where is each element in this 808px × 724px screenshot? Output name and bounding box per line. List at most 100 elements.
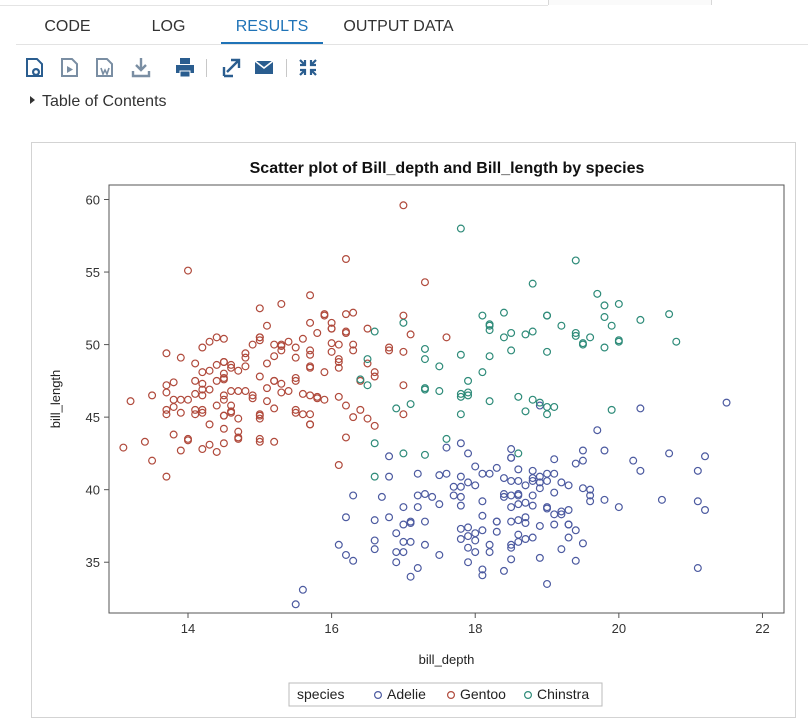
scatter-point-chinstra [478, 368, 487, 377]
scatter-point-chinstra [600, 313, 609, 322]
scatter-point-adelie [629, 456, 638, 465]
scatter-point-chinstra [442, 434, 451, 443]
scatter-point-chinstra [607, 321, 616, 330]
scatter-point-gentoo [291, 353, 300, 362]
scatter-point-gentoo [212, 376, 221, 385]
open-word-icon[interactable] [94, 55, 116, 79]
open-new-window-icon[interactable] [220, 55, 242, 79]
scatter-point-chinstra [636, 315, 645, 324]
scatter-point-adelie [449, 491, 458, 500]
scatter-point-adelie [550, 488, 559, 497]
x-tick-label: 20 [612, 621, 626, 636]
scatter-point-gentoo [219, 358, 228, 367]
scatter-point-adelie [420, 540, 429, 549]
scatter-point-gentoo [227, 408, 236, 417]
scatter-point-chinstra [586, 333, 595, 342]
scatter-point-adelie [507, 503, 516, 512]
scatter-point-chinstra [499, 308, 508, 317]
collapse-icon[interactable] [297, 55, 319, 79]
scatter-point-adelie [435, 471, 444, 480]
scatter-point-gentoo [205, 440, 214, 449]
scatter-point-adelie [478, 526, 487, 535]
scatter-point-gentoo [162, 405, 171, 414]
scatter-point-adelie [507, 543, 516, 552]
download-icon[interactable] [130, 55, 152, 79]
scatter-point-adelie [399, 520, 408, 529]
scatter-point-adelie [471, 529, 480, 538]
print-icon[interactable] [174, 55, 196, 79]
email-icon[interactable] [253, 55, 275, 79]
scatter-point-gentoo [140, 437, 149, 446]
scatter-point-gentoo [176, 446, 185, 455]
open-html-icon[interactable] [24, 55, 46, 79]
scatter-point-adelie [464, 523, 473, 532]
scatter-point-gentoo [349, 346, 358, 355]
scatter-point-gentoo [385, 343, 394, 352]
scatter-point-adelie [413, 503, 422, 512]
scatter-point-adelie [377, 492, 386, 501]
scatter-point-gentoo [262, 359, 271, 368]
scatter-point-gentoo [255, 336, 264, 345]
scatter-point-gentoo [205, 337, 214, 346]
scatter-point-adelie [442, 443, 451, 452]
scatter-point-adelie [693, 564, 702, 573]
scatter-point-adelie [435, 550, 444, 559]
y-tick-label: 35 [86, 555, 100, 570]
scatter-point-adelie [521, 535, 530, 544]
scatter-point-adelie [406, 572, 415, 581]
scatter-point-gentoo [169, 430, 178, 439]
scatter-point-adelie [478, 565, 487, 574]
tab-log[interactable]: LOG [151, 18, 186, 35]
scatter-point-gentoo [191, 405, 200, 414]
scatter-point-adelie [385, 452, 394, 461]
scatter-point-chinstra [406, 400, 415, 409]
scatter-point-adelie [564, 481, 573, 490]
scatter-point-chinstra [600, 343, 609, 352]
scatter-point-chinstra [478, 311, 487, 320]
scatter-point-chinstra [528, 395, 537, 404]
scatter-point-chinstra [435, 387, 444, 396]
scatter-point-gentoo [255, 304, 264, 313]
scatter-point-chinstra [435, 362, 444, 371]
scatter-point-adelie [571, 526, 580, 535]
tab-output-data[interactable]: OUTPUT DATA [343, 18, 454, 35]
scatter-point-chinstra [600, 301, 609, 310]
scatter-point-gentoo [255, 372, 264, 381]
y-tick-label: 40 [86, 483, 100, 498]
scatter-point-adelie [456, 535, 465, 544]
scatter-point-gentoo [212, 447, 221, 456]
scatter-point-chinstra [456, 350, 465, 359]
scatter-point-adelie [521, 519, 530, 528]
scatter-point-gentoo [341, 327, 350, 336]
scatter-point-gentoo [241, 353, 250, 362]
tab-code[interactable]: CODE [44, 18, 91, 35]
open-pdf-icon[interactable] [59, 55, 81, 79]
scatter-point-chinstra [485, 352, 494, 361]
scatter-point-gentoo [227, 387, 236, 396]
scatter-point-gentoo [356, 405, 365, 414]
scatter-point-gentoo [277, 379, 286, 388]
scatter-point-chinstra [507, 328, 516, 337]
scatter-point-adelie [586, 497, 595, 506]
scatter-point-adelie [665, 449, 674, 458]
scatter-point-adelie [636, 466, 645, 475]
table-of-contents-toggle[interactable]: Table of Contents [30, 93, 167, 111]
scatter-point-gentoo [205, 420, 214, 429]
tab-results[interactable]: RESULTS [221, 6, 323, 44]
scatter-point-adelie [543, 476, 552, 485]
scatter-point-gentoo [198, 408, 207, 417]
scatter-point-gentoo [277, 299, 286, 308]
scatter-point-adelie [464, 532, 473, 541]
scatter-point-gentoo [241, 349, 250, 358]
scatter-point-adelie [528, 476, 537, 485]
scatter-point-chinstra [420, 355, 429, 364]
scatter-point-adelie [507, 555, 516, 564]
scatter-point-gentoo [306, 291, 315, 300]
scatter-point-adelie [507, 517, 516, 526]
y-axis-label: bill_length [48, 370, 63, 429]
scatter-point-chinstra [543, 347, 552, 356]
scatter-point-gentoo [327, 347, 336, 356]
scatter-point-adelie [413, 564, 422, 573]
scatter-point-chinstra [672, 337, 681, 346]
legend-label-chinstra: Chinstra [537, 686, 589, 702]
